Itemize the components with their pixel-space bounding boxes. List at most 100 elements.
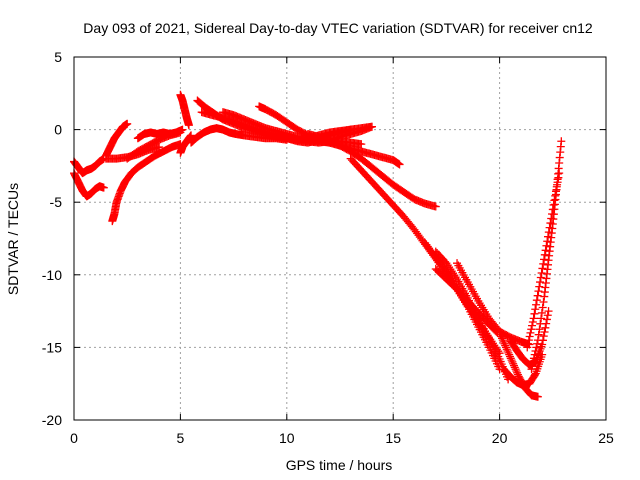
data-point (529, 314, 538, 323)
data-point (540, 327, 549, 336)
data-point (528, 321, 537, 330)
data-point (529, 354, 538, 363)
data-point (538, 303, 547, 312)
x-tick-label: 5 (177, 430, 185, 446)
y-tick-label: 0 (54, 122, 62, 138)
data-point (507, 356, 516, 365)
data-point (547, 214, 556, 223)
data-point (536, 278, 545, 287)
data-point (535, 325, 544, 334)
y-tick-label: -5 (50, 194, 63, 210)
data-point (532, 343, 541, 352)
data-point (431, 202, 440, 211)
data-point (548, 205, 557, 214)
series-arc-5 (108, 140, 185, 226)
data-point (537, 314, 546, 323)
y-tick-label: -15 (42, 339, 62, 355)
data-point (544, 232, 553, 241)
data-point (553, 178, 562, 187)
data-point (544, 228, 553, 237)
data-point (524, 339, 533, 348)
data-point (524, 336, 533, 345)
data-point (532, 300, 541, 309)
x-tick-label: 0 (70, 430, 78, 446)
data-point (543, 311, 552, 320)
series-arc-1 (70, 154, 108, 178)
data-point (530, 309, 539, 318)
data-point (543, 237, 552, 246)
data-point (513, 368, 522, 377)
series-arc-26 (523, 169, 564, 352)
y-tick-label: -10 (42, 267, 62, 283)
data-point (539, 298, 548, 307)
data-point (495, 328, 504, 337)
series-arc-23 (499, 350, 547, 390)
data-point (178, 125, 187, 134)
data-point (552, 182, 561, 191)
data-point (554, 173, 563, 182)
data-point (528, 361, 537, 370)
data-point (536, 273, 545, 282)
data-point (539, 332, 548, 341)
data-point (537, 308, 546, 317)
series-arc-3 (101, 119, 132, 160)
data-point (557, 137, 566, 146)
data-point (532, 296, 541, 305)
data-point (528, 317, 537, 326)
data-point (529, 357, 538, 366)
y-tick-label: -20 (42, 412, 62, 428)
x-tick-label: 20 (492, 430, 508, 446)
plot-frame (73, 56, 607, 421)
series-arc-18 (421, 238, 504, 374)
data-point (533, 392, 542, 401)
x-tick-label: 25 (598, 430, 614, 446)
data-point (501, 341, 510, 350)
data-point (533, 339, 542, 348)
data-point (536, 319, 545, 328)
data-point (357, 140, 366, 149)
data-point (509, 359, 518, 368)
data-point (535, 282, 544, 291)
data-point (123, 119, 132, 128)
data-point (542, 315, 551, 324)
series-arc-9 (176, 131, 196, 157)
data-point (540, 255, 549, 264)
data-point (549, 200, 558, 209)
data-point (551, 191, 560, 200)
data-point (496, 330, 505, 339)
data-point (505, 350, 514, 359)
data-point (533, 291, 542, 300)
data-points (70, 90, 566, 401)
data-point (187, 131, 196, 140)
data-point (509, 361, 518, 370)
data-point (534, 287, 543, 296)
data-point (538, 264, 547, 273)
data-point (539, 259, 548, 268)
data-point (541, 323, 550, 332)
data-point (497, 332, 506, 341)
data-point (498, 336, 507, 345)
data-point (501, 343, 510, 352)
data-point (499, 337, 508, 346)
data-point (502, 345, 511, 354)
data-point (508, 357, 517, 366)
data-point (526, 328, 535, 337)
data-point (99, 183, 108, 192)
data-point (506, 354, 515, 363)
y-axis-label: SDTVAR / TECUs (5, 183, 21, 295)
series-arc-2 (70, 169, 108, 201)
data-point (531, 305, 540, 314)
data-point (534, 330, 543, 339)
data-point (505, 352, 514, 361)
data-point (523, 343, 532, 352)
chart-title: Day 093 of 2021, Sidereal Day-to-day VTE… (83, 20, 593, 36)
series-arc-8 (176, 90, 193, 130)
data-point (512, 366, 521, 375)
data-point (511, 365, 520, 374)
data-point (504, 348, 513, 357)
data-point (542, 241, 551, 250)
y-tick-label: 5 (54, 49, 62, 65)
data-point (367, 122, 376, 131)
series-arc-25 (527, 137, 566, 374)
